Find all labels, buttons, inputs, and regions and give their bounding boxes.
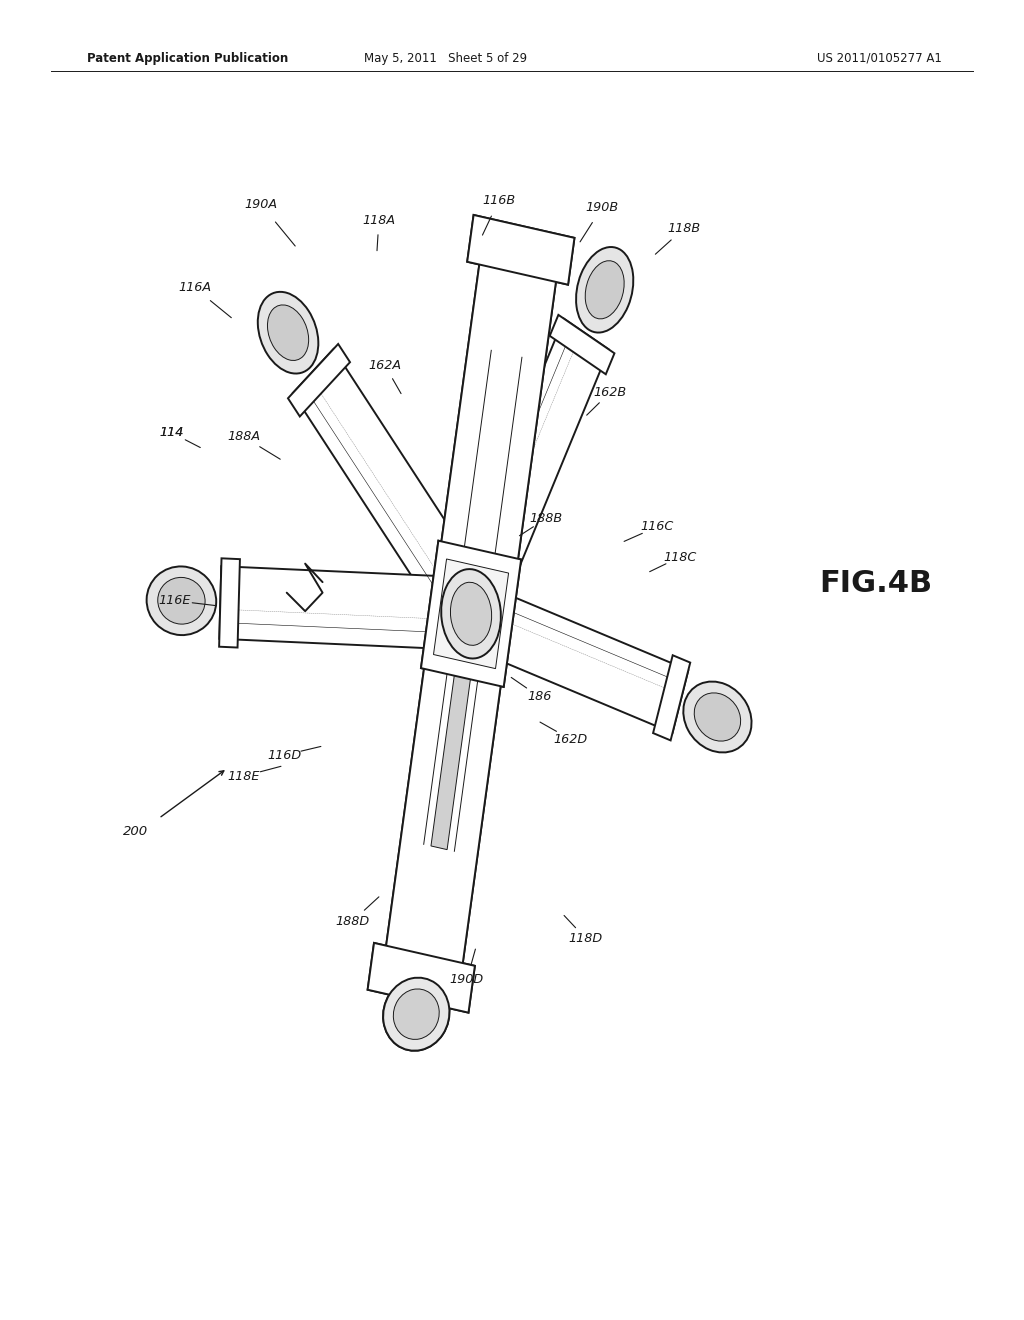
Text: 118A: 118A (362, 214, 395, 227)
Text: US 2011/0105277 A1: US 2011/0105277 A1 (817, 51, 942, 65)
Ellipse shape (451, 582, 492, 645)
Text: 116A: 116A (178, 281, 211, 294)
Ellipse shape (585, 261, 625, 319)
Polygon shape (550, 315, 614, 375)
Ellipse shape (683, 681, 752, 752)
Polygon shape (433, 558, 509, 669)
Ellipse shape (694, 693, 740, 741)
Text: 114: 114 (160, 426, 184, 440)
Ellipse shape (393, 989, 439, 1039)
Polygon shape (653, 655, 690, 741)
Ellipse shape (393, 989, 439, 1039)
Ellipse shape (258, 292, 318, 374)
Text: 116E: 116E (158, 594, 190, 607)
Text: 188D: 188D (335, 915, 370, 928)
Polygon shape (293, 348, 492, 636)
Text: Patent Application Publication: Patent Application Publication (87, 51, 289, 65)
Ellipse shape (158, 577, 205, 624)
Text: 162A: 162A (369, 359, 401, 372)
Polygon shape (421, 541, 521, 686)
Text: 190A: 190A (245, 198, 278, 211)
Ellipse shape (146, 566, 216, 635)
Polygon shape (368, 942, 475, 1012)
Text: 118C: 118C (664, 550, 696, 564)
Polygon shape (467, 215, 574, 285)
Polygon shape (368, 942, 475, 1012)
Polygon shape (467, 215, 574, 285)
Polygon shape (288, 345, 350, 417)
Polygon shape (433, 558, 509, 669)
Ellipse shape (451, 582, 492, 645)
Text: 116B: 116B (482, 194, 515, 207)
Text: 116D: 116D (267, 748, 302, 762)
Text: 190D: 190D (450, 973, 484, 986)
Text: 118B: 118B (668, 222, 700, 235)
Polygon shape (383, 242, 559, 986)
Polygon shape (421, 541, 521, 686)
Text: May 5, 2011   Sheet 5 of 29: May 5, 2011 Sheet 5 of 29 (364, 51, 527, 65)
Text: 188B: 188B (529, 512, 562, 525)
Polygon shape (463, 582, 688, 733)
Polygon shape (219, 566, 472, 649)
Polygon shape (431, 664, 472, 850)
Ellipse shape (267, 305, 308, 360)
Text: 162D: 162D (553, 733, 588, 746)
Text: FIG.4B: FIG.4B (819, 569, 932, 598)
Polygon shape (219, 558, 240, 648)
Text: 118D: 118D (568, 932, 603, 945)
Ellipse shape (383, 978, 450, 1051)
Ellipse shape (441, 569, 501, 659)
Text: 114: 114 (160, 426, 184, 440)
Ellipse shape (441, 569, 501, 659)
Ellipse shape (577, 247, 633, 333)
Polygon shape (383, 242, 559, 986)
Ellipse shape (383, 978, 450, 1051)
Text: 116C: 116C (641, 520, 674, 533)
Text: 186: 186 (527, 690, 552, 704)
Text: 188A: 188A (227, 430, 260, 444)
Polygon shape (449, 318, 609, 630)
Polygon shape (431, 664, 472, 850)
Text: 200: 200 (123, 825, 147, 838)
Text: 190B: 190B (586, 201, 618, 214)
Text: 118E: 118E (227, 770, 260, 783)
Text: 162B: 162B (594, 385, 627, 399)
